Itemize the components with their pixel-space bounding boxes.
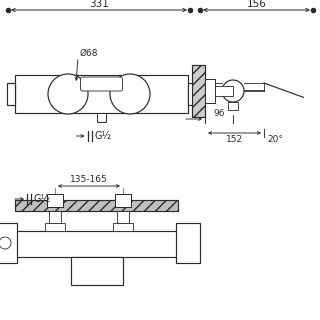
Circle shape — [0, 237, 11, 249]
Bar — [115, 194, 131, 207]
Bar — [205, 79, 215, 103]
Bar — [188, 83, 196, 105]
Text: 135-165: 135-165 — [70, 175, 108, 185]
Circle shape — [48, 74, 88, 114]
Bar — [70, 257, 123, 285]
FancyBboxPatch shape — [81, 77, 123, 91]
Bar — [7, 83, 15, 105]
Text: G½: G½ — [94, 131, 111, 141]
Bar — [117, 211, 129, 223]
Circle shape — [222, 80, 244, 102]
Text: 152: 152 — [226, 134, 243, 143]
Text: Ø68: Ø68 — [80, 49, 99, 58]
Bar — [0, 223, 17, 263]
Text: 156: 156 — [247, 0, 267, 9]
Bar — [228, 102, 238, 110]
Bar — [15, 200, 178, 211]
Text: G½: G½ — [34, 194, 51, 204]
Circle shape — [110, 74, 150, 114]
Bar — [15, 75, 188, 113]
Bar — [176, 223, 200, 263]
Bar — [49, 211, 61, 223]
Bar — [45, 223, 65, 231]
Text: 96: 96 — [213, 108, 225, 117]
Text: 331: 331 — [89, 0, 109, 9]
Text: 20°: 20° — [267, 134, 283, 143]
Bar — [215, 86, 233, 96]
Bar — [15, 231, 178, 257]
Bar — [47, 194, 63, 207]
Bar — [97, 113, 106, 122]
Bar — [113, 223, 133, 231]
Bar — [192, 65, 205, 117]
